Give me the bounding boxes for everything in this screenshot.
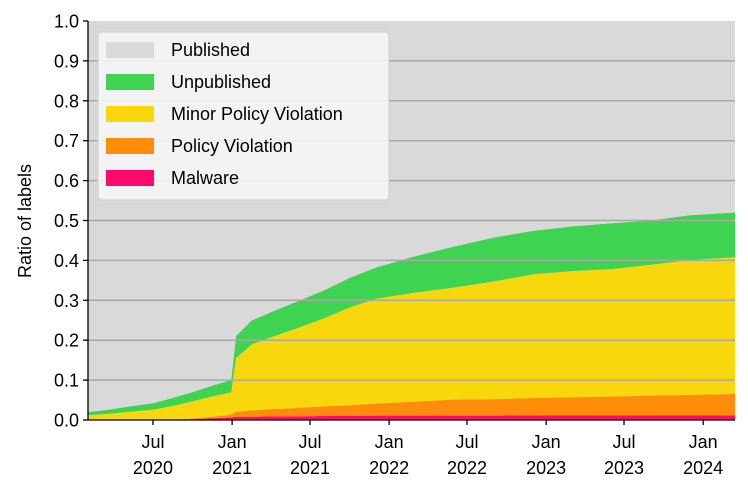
area-unpublished	[88, 212, 735, 416]
x-tick-label-4-year: 2022	[447, 458, 487, 478]
y-tick-label-10: 1.0	[54, 12, 79, 32]
legend: Published Unpublished Minor Policy Violati…	[97, 31, 390, 201]
y-tick-label-3: 0.3	[54, 291, 79, 311]
x-tick-label-2-month: Jul	[298, 432, 321, 452]
gridlines	[88, 60, 735, 381]
legend-swatch-published	[106, 42, 154, 58]
x-tick-label-3-month: Jan	[375, 432, 404, 452]
area-malware	[88, 415, 735, 420]
y-tick-label-5: 0.5	[54, 211, 79, 231]
area-minor-policy-violation	[88, 257, 735, 420]
x-tick-label-6-year: 2023	[604, 458, 644, 478]
x-tick-label-5-year: 2023	[526, 458, 566, 478]
x-tick-label-7-year: 2024	[683, 458, 723, 478]
legend-swatch-unpublished	[106, 74, 154, 90]
y-tick-label-0: 0.0	[54, 411, 79, 431]
x-tick-label-3-year: 2022	[369, 458, 409, 478]
x-tick-label-1-month: Jan	[218, 432, 247, 452]
area-policy-violation	[88, 394, 735, 420]
x-tick-label-5-month: Jan	[532, 432, 561, 452]
x-tick-label-0-month: Jul	[141, 432, 164, 452]
y-tick-label-9: 0.9	[54, 51, 79, 71]
x-tick-label-2-year: 2021	[290, 458, 330, 478]
legend-swatch-minor-policy-violation	[106, 106, 154, 122]
y-tick-label-6: 0.6	[54, 171, 79, 191]
y-tick-label-7: 0.7	[54, 131, 79, 151]
legend-label-malware: Malware	[171, 168, 239, 188]
legend-label-policy-violation: Policy Violation	[171, 136, 293, 156]
legend-label-published: Published	[171, 40, 250, 60]
x-tick-label-6-month: Jul	[613, 432, 636, 452]
x-axis-ticks: Jul 2020 Jan 2021 Jul 2021 Jan 2022 Jul 2022 Jan 20…	[133, 420, 723, 478]
x-tick-label-0-year: 2020	[133, 458, 173, 478]
y-axis-ticks: 0.0 0.1 0.2 0.3 0.4 0.5 0.6 0.7 0.8 0.9 1.0	[54, 12, 88, 431]
y-axis-title: Ratio of labels	[15, 164, 35, 278]
y-tick-label-4: 0.4	[54, 251, 79, 271]
x-tick-label-7-month: Jan	[689, 432, 718, 452]
legend-swatch-malware	[106, 170, 154, 186]
legend-label-minor-policy-violation: Minor Policy Violation	[171, 104, 343, 124]
legend-label-unpublished: Unpublished	[171, 72, 271, 92]
y-tick-label-2: 0.2	[54, 331, 79, 351]
legend-swatch-policy-violation	[106, 138, 154, 154]
legend-box	[97, 31, 390, 201]
x-tick-label-4-month: Jul	[455, 432, 478, 452]
y-tick-label-8: 0.8	[54, 91, 79, 111]
y-tick-label-1: 0.1	[54, 371, 79, 391]
x-tick-label-1-year: 2021	[212, 458, 252, 478]
